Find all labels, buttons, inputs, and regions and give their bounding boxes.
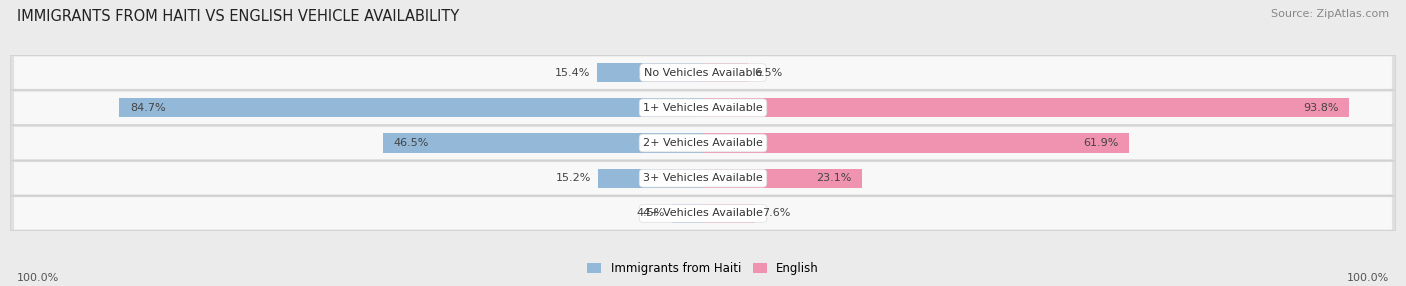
Bar bbox=[598, 63, 703, 82]
Text: 15.2%: 15.2% bbox=[555, 173, 592, 183]
FancyBboxPatch shape bbox=[14, 162, 1392, 194]
Text: IMMIGRANTS FROM HAITI VS ENGLISH VEHICLE AVAILABILITY: IMMIGRANTS FROM HAITI VS ENGLISH VEHICLE… bbox=[17, 9, 460, 23]
FancyBboxPatch shape bbox=[11, 91, 1395, 125]
Text: 3+ Vehicles Available: 3+ Vehicles Available bbox=[643, 173, 763, 183]
FancyBboxPatch shape bbox=[14, 197, 1392, 230]
Text: 100.0%: 100.0% bbox=[17, 273, 59, 283]
FancyBboxPatch shape bbox=[14, 56, 1392, 89]
Text: Source: ZipAtlas.com: Source: ZipAtlas.com bbox=[1271, 9, 1389, 19]
Text: 61.9%: 61.9% bbox=[1084, 138, 1119, 148]
FancyBboxPatch shape bbox=[14, 127, 1392, 159]
Text: 4.5%: 4.5% bbox=[637, 208, 665, 219]
Text: 23.1%: 23.1% bbox=[817, 173, 852, 183]
Bar bbox=[120, 98, 703, 118]
Text: 84.7%: 84.7% bbox=[129, 103, 166, 113]
Text: 2+ Vehicles Available: 2+ Vehicles Available bbox=[643, 138, 763, 148]
Text: 7.6%: 7.6% bbox=[762, 208, 790, 219]
Text: 46.5%: 46.5% bbox=[392, 138, 429, 148]
Legend: Immigrants from Haiti, English: Immigrants from Haiti, English bbox=[582, 258, 824, 280]
Bar bbox=[703, 168, 862, 188]
FancyBboxPatch shape bbox=[14, 92, 1392, 124]
Text: No Vehicles Available: No Vehicles Available bbox=[644, 67, 762, 78]
Text: 1+ Vehicles Available: 1+ Vehicles Available bbox=[643, 103, 763, 113]
FancyBboxPatch shape bbox=[11, 161, 1395, 195]
Bar bbox=[703, 98, 1350, 118]
Text: 6.5%: 6.5% bbox=[755, 67, 783, 78]
Bar bbox=[703, 204, 755, 223]
Text: 100.0%: 100.0% bbox=[1347, 273, 1389, 283]
Text: 15.4%: 15.4% bbox=[554, 67, 591, 78]
Bar bbox=[382, 133, 703, 153]
Text: 93.8%: 93.8% bbox=[1303, 103, 1339, 113]
Bar bbox=[703, 63, 748, 82]
Bar bbox=[703, 133, 1129, 153]
FancyBboxPatch shape bbox=[11, 126, 1395, 160]
Bar bbox=[599, 168, 703, 188]
Bar bbox=[672, 204, 703, 223]
Text: 4+ Vehicles Available: 4+ Vehicles Available bbox=[643, 208, 763, 219]
FancyBboxPatch shape bbox=[11, 55, 1395, 90]
FancyBboxPatch shape bbox=[11, 196, 1395, 231]
